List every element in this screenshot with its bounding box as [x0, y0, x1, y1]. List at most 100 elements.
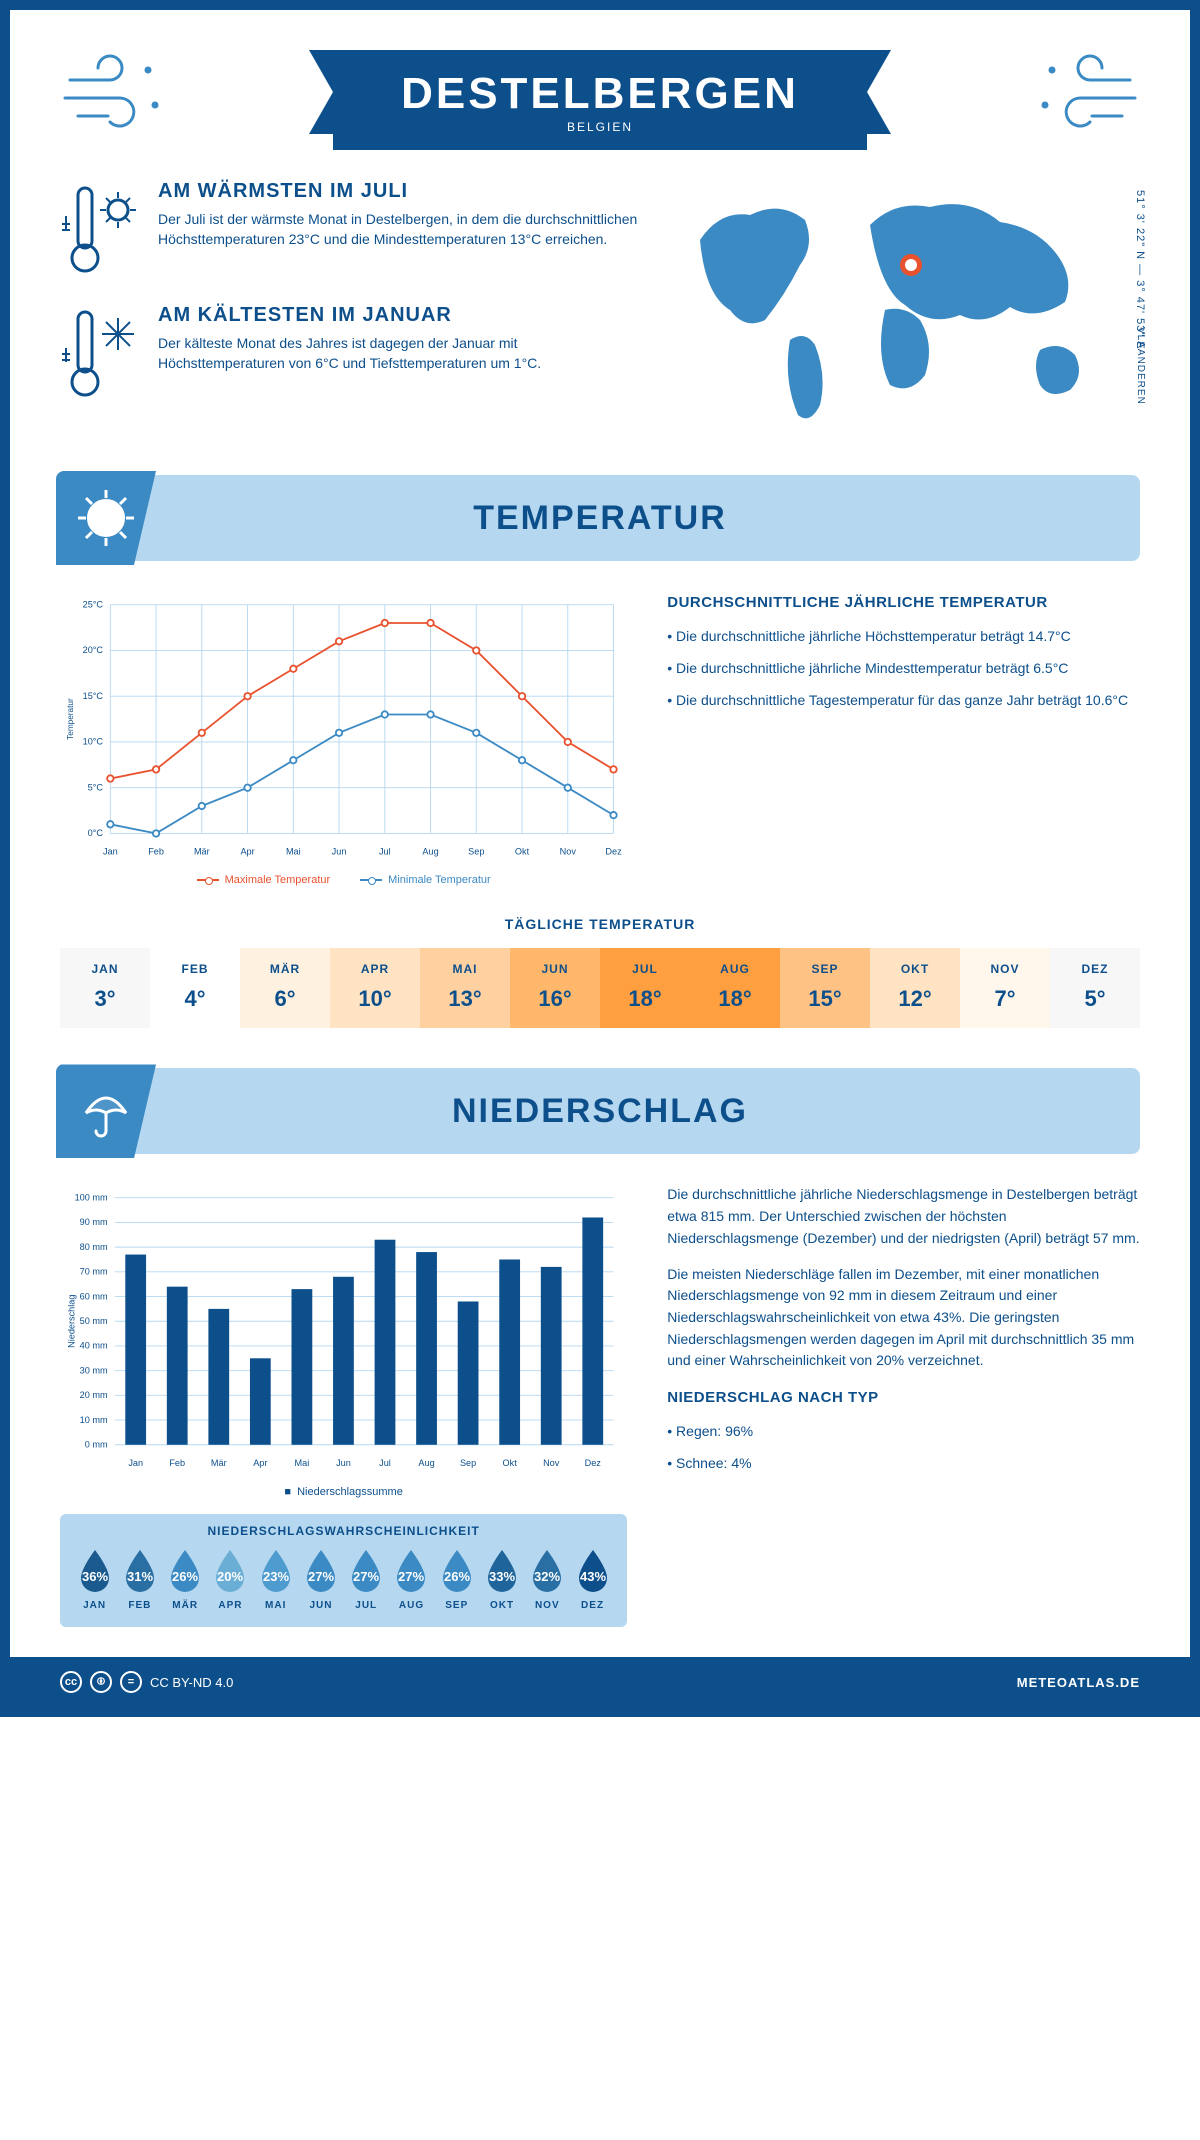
svg-text:27%: 27% — [308, 1569, 334, 1584]
header: DESTELBERGEN BELGIEN — [10, 10, 1190, 180]
map-coords: 51° 3' 22" N — 3° 47' 53" E — [1134, 190, 1146, 350]
svg-text:Sep: Sep — [468, 846, 484, 856]
section-head-temperature: TEMPERATUR — [60, 475, 1140, 561]
daily-month: AUG — [690, 962, 780, 976]
svg-text:20 mm: 20 mm — [80, 1391, 108, 1401]
daily-month: DEZ — [1050, 962, 1140, 976]
daily-temp-cell: JUL 18° — [600, 948, 690, 1028]
daily-temp-cell: JUN16° — [510, 948, 600, 1028]
daily-temp-cell: DEZ5° — [1050, 948, 1140, 1028]
svg-text:Mär: Mär — [211, 1458, 227, 1468]
precip-drop: 26% MÄR — [165, 1548, 206, 1611]
svg-text:0 mm: 0 mm — [85, 1440, 108, 1450]
wind-icon-right — [1030, 50, 1140, 140]
precip-drop: 20%APR — [210, 1548, 251, 1611]
warmest-title: AM WÄRMSTEN IM JULI — [158, 180, 640, 203]
svg-text:Jun: Jun — [332, 846, 347, 856]
thermometer-snow-icon — [60, 304, 140, 404]
cc-icon: cc — [60, 1671, 82, 1693]
daily-month: NOV — [960, 962, 1050, 976]
daily-temp-cell: SEP15° — [780, 948, 870, 1028]
svg-text:26%: 26% — [172, 1569, 198, 1584]
section-head-precip: NIEDERSCHLAG — [60, 1068, 1140, 1154]
temperature-bullet: • Die durchschnittliche jährliche Höchst… — [667, 626, 1140, 648]
svg-text:43%: 43% — [580, 1569, 606, 1584]
precip-summary: Die durchschnittliche jährliche Niedersc… — [667, 1184, 1140, 1627]
daily-temp-grid: JAN3°FEB4°MÄR6°APR10°MAI13°JUN16°JUL18°A… — [60, 948, 1140, 1028]
svg-text:10°C: 10°C — [83, 737, 104, 747]
umbrella-icon — [56, 1064, 156, 1158]
svg-text:0°C: 0°C — [88, 828, 104, 838]
daily-temp-cell: MÄR 6° — [240, 948, 330, 1028]
daily-month: OKT — [870, 962, 960, 976]
temperature-chart: 0°C5°C10°C15°C20°C25°CJanFebMärAprMaiJun… — [60, 591, 627, 886]
prob-title: NIEDERSCHLAGSWAHRSCHEINLICHKEIT — [74, 1524, 613, 1538]
svg-text:Okt: Okt — [515, 846, 530, 856]
precip-drop: 32%NOV — [527, 1548, 568, 1611]
svg-text:Aug: Aug — [418, 1458, 434, 1468]
svg-text:Apr: Apr — [253, 1458, 267, 1468]
svg-text:10 mm: 10 mm — [80, 1415, 108, 1425]
svg-text:Mär: Mär — [194, 846, 210, 856]
svg-text:Aug: Aug — [422, 846, 438, 856]
svg-text:Apr: Apr — [240, 846, 254, 856]
svg-text:20°C: 20°C — [83, 645, 104, 655]
svg-text:23%: 23% — [263, 1569, 289, 1584]
precip-type-bullet: • Schnee: 4% — [667, 1453, 1140, 1475]
svg-text:Mai: Mai — [286, 846, 301, 856]
daily-value: 18° — [690, 986, 780, 1012]
daily-value: 7° — [960, 986, 1050, 1012]
svg-text:90 mm: 90 mm — [80, 1218, 108, 1228]
thermometer-sun-icon — [60, 180, 140, 280]
daily-value: 12° — [870, 986, 960, 1012]
svg-text:27%: 27% — [398, 1569, 424, 1584]
svg-text:40 mm: 40 mm — [80, 1341, 108, 1351]
drop-month: MAI — [255, 1600, 296, 1611]
temperature-bullets-title: DURCHSCHNITTLICHE JÄHRLICHE TEMPERATUR — [667, 591, 1140, 614]
temperature-bullet: • Die durchschnittliche Tagestemperatur … — [667, 690, 1140, 712]
daily-value: 18° — [600, 986, 690, 1012]
daily-value: 6° — [240, 986, 330, 1012]
daily-value: 4° — [150, 986, 240, 1012]
svg-text:Mai: Mai — [295, 1458, 310, 1468]
legend-precip: Niederschlagssumme — [297, 1486, 403, 1498]
daily-value: 16° — [510, 986, 600, 1012]
svg-text:5°C: 5°C — [88, 782, 104, 792]
svg-text:20%: 20% — [217, 1569, 243, 1584]
daily-temp-cell: AUG 18° — [690, 948, 780, 1028]
legend-max: Maximale Temperatur — [225, 874, 331, 886]
svg-text:Jun: Jun — [336, 1458, 351, 1468]
temperature-title: TEMPERATUR — [473, 499, 727, 538]
daily-temp-cell: APR10° — [330, 948, 420, 1028]
daily-temp-cell: OKT 12° — [870, 948, 960, 1028]
drop-month: NOV — [527, 1600, 568, 1611]
daily-month: APR — [330, 962, 420, 976]
daily-value: 3° — [60, 986, 150, 1012]
temperature-summary: DURCHSCHNITTLICHE JÄHRLICHE TEMPERATUR •… — [667, 591, 1140, 886]
drop-month: MÄR — [165, 1600, 206, 1611]
daily-value: 15° — [780, 986, 870, 1012]
svg-text:25°C: 25°C — [83, 599, 104, 609]
precip-text-2: Die meisten Niederschläge fallen im Deze… — [667, 1264, 1140, 1372]
precip-chart: 0 mm10 mm20 mm30 mm40 mm50 mm60 mm70 mm8… — [60, 1184, 627, 1627]
svg-text:Nov: Nov — [560, 846, 577, 856]
nd-icon: = — [120, 1671, 142, 1693]
svg-text:Jul: Jul — [379, 846, 391, 856]
precip-probability-box: NIEDERSCHLAGSWAHRSCHEINLICHKEIT 36%JAN31… — [60, 1514, 627, 1627]
page: DESTELBERGEN BELGIEN — [0, 0, 1200, 1717]
precip-drop: 31%FEB — [119, 1548, 160, 1611]
svg-text:Okt: Okt — [503, 1458, 518, 1468]
svg-text:36%: 36% — [82, 1569, 108, 1584]
svg-text:Dez: Dez — [605, 846, 622, 856]
drop-month: DEZ — [572, 1600, 613, 1611]
precip-drop: 33%OKT — [481, 1548, 522, 1611]
coldest-title: AM KÄLTESTEN IM JANUAR — [158, 304, 640, 327]
svg-text:Jan: Jan — [103, 846, 118, 856]
svg-text:Dez: Dez — [585, 1458, 602, 1468]
daily-month: JUL — [600, 962, 690, 976]
footer: cc 🅯 = CC BY-ND 4.0 METEOATLAS.DE — [10, 1657, 1190, 1707]
precip-drop: 36%JAN — [74, 1548, 115, 1611]
drop-month: JUN — [300, 1600, 341, 1611]
daily-month: MÄR — [240, 962, 330, 976]
temperature-legend: Maximale Temperatur Minimale Temperatur — [60, 874, 627, 886]
